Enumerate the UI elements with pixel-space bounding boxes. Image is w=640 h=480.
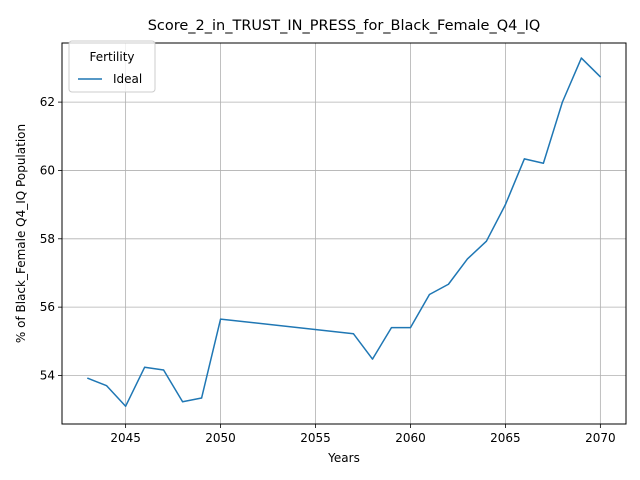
data-point	[504, 204, 507, 206]
legend: Fertility Ideal	[68, 40, 156, 93]
data-point	[87, 377, 89, 379]
data-point	[542, 162, 544, 164]
data-point	[599, 76, 601, 78]
data-point	[523, 158, 526, 160]
x-axis-label: Years	[327, 451, 360, 465]
chart-title: Score_2_in_TRUST_IN_PRESS_for_Black_Fema…	[148, 18, 541, 34]
data-point	[106, 385, 108, 387]
grid	[62, 43, 626, 424]
data-point	[352, 333, 355, 335]
y-tick-label: 58	[40, 232, 55, 246]
data-point	[447, 283, 450, 285]
data-point	[144, 366, 146, 368]
data-point	[181, 401, 184, 403]
series-line-ideal	[87, 57, 601, 407]
x-tick-label: 2060	[395, 431, 426, 445]
legend-label-ideal: Ideal	[113, 72, 142, 86]
data-point	[561, 101, 563, 103]
data-point	[390, 327, 393, 329]
y-tick-label: 60	[40, 163, 55, 177]
data-point	[485, 240, 488, 242]
data-point	[466, 258, 469, 260]
series-layer	[87, 57, 601, 407]
x-tick-label: 2050	[205, 431, 236, 445]
legend-title: Fertility	[89, 50, 134, 64]
y-tick-label: 56	[40, 300, 55, 314]
data-point	[200, 397, 203, 399]
axis-ticks: 2045 2050 2055 2060 2065 2070 54 56 58 60 62	[40, 95, 616, 445]
x-tick-label: 2055	[300, 431, 331, 445]
plot-frame	[61, 42, 627, 425]
y-tick-label: 54	[40, 368, 55, 382]
x-tick-label: 2045	[110, 431, 141, 445]
data-point	[428, 293, 431, 296]
data-point	[371, 358, 374, 360]
y-axis-label: % of Black_Female Q4_IQ Population	[14, 124, 28, 343]
y-tick-label: 62	[40, 95, 55, 109]
data-point	[125, 405, 127, 407]
data-point	[219, 318, 222, 320]
x-tick-label: 2070	[585, 431, 616, 445]
data-point	[162, 369, 165, 371]
x-tick-label: 2065	[490, 431, 521, 445]
data-point	[409, 327, 412, 329]
data-point	[580, 57, 582, 59]
